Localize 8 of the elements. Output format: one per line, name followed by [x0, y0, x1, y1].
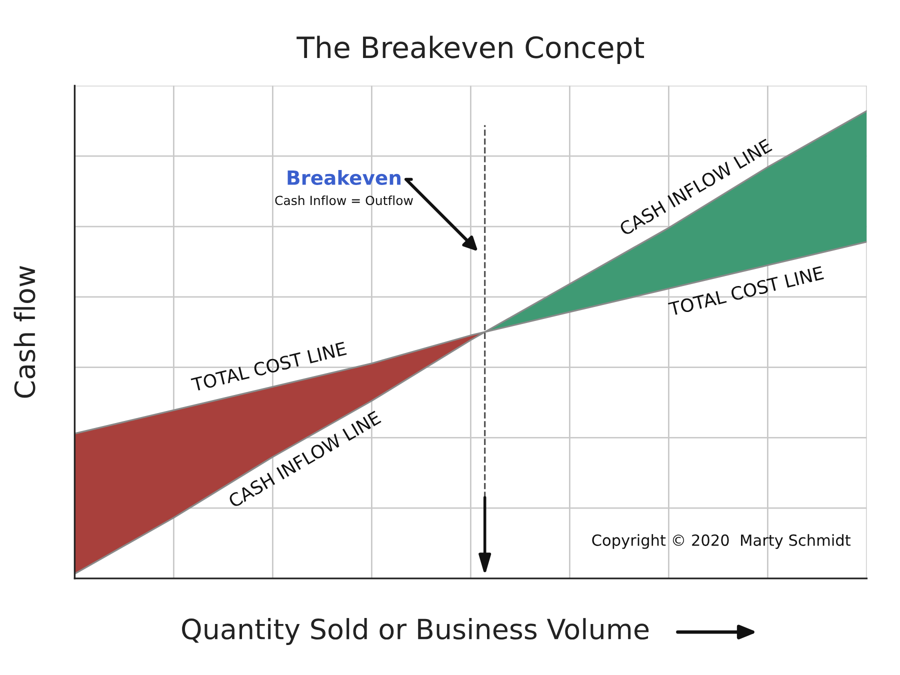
annotation: Breakeven — [288, 170, 400, 185]
y-axis-title: Cash flow — [14, 266, 36, 398]
x-axis-title: Quantity Sold or Business Volume — [182, 618, 649, 645]
annotation: TOTAL COST LINE — [668, 266, 824, 316]
chart-title: The Breakeven Concept — [296, 36, 644, 64]
annotation: Copyright © 2020 Marty Schmidt — [592, 534, 850, 549]
annotation: TOTAL COST LINE — [190, 342, 347, 392]
annotation: Cash Inflow = Outflow — [275, 195, 413, 206]
